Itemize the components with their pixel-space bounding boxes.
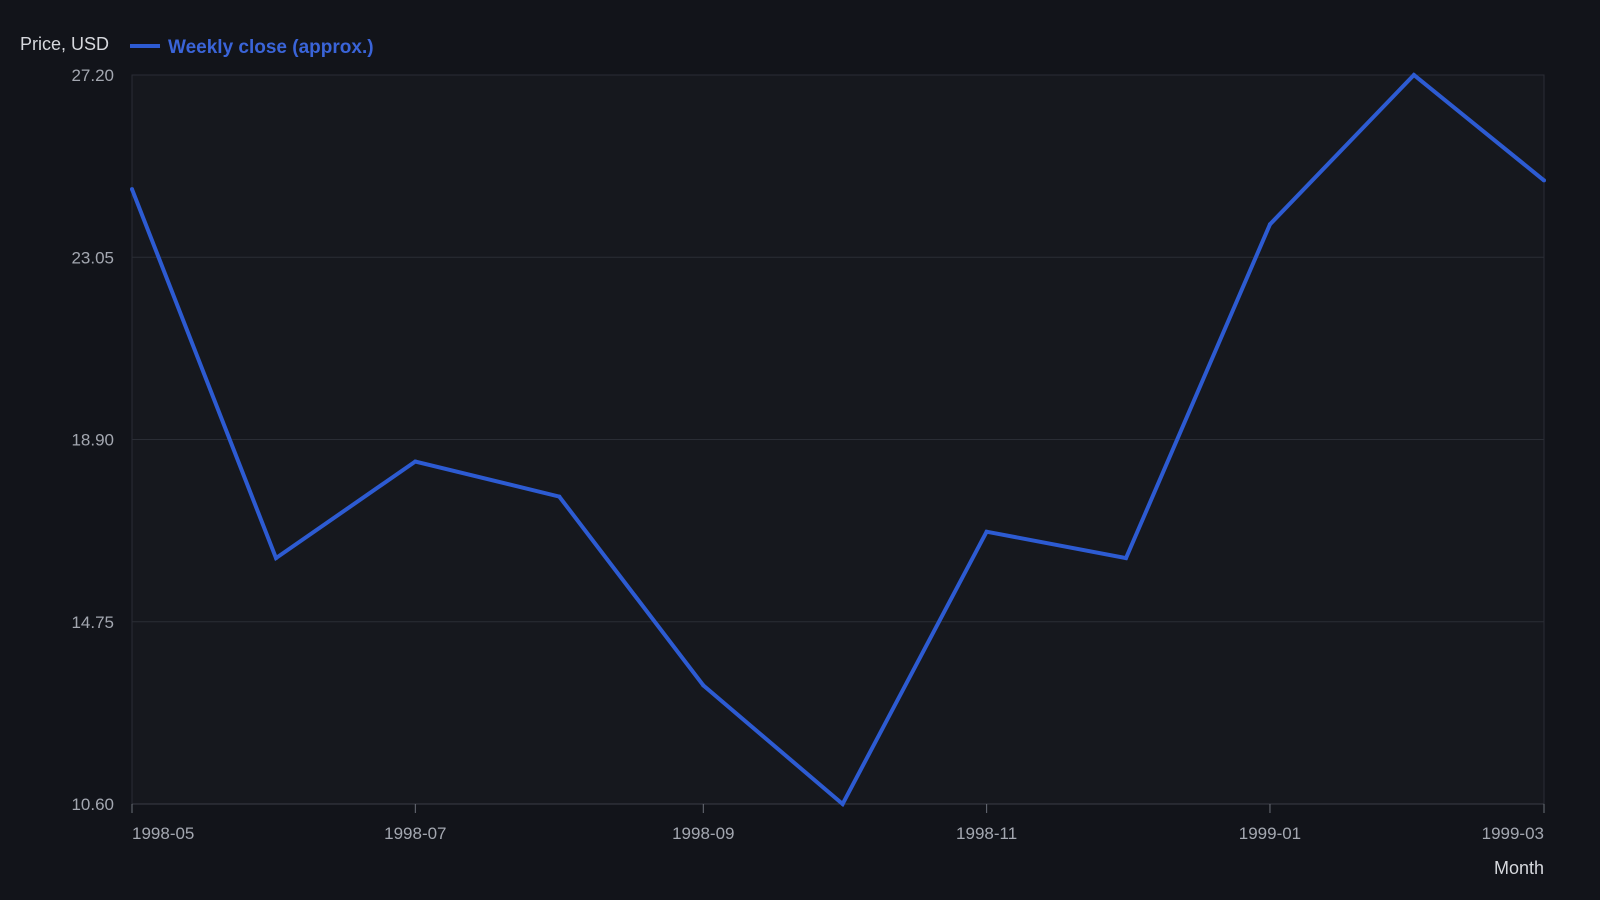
- y-axis-title: Price, USD: [20, 34, 109, 54]
- x-axis-title: Month: [1494, 858, 1544, 878]
- gridlines: [132, 256, 1544, 623]
- x-tick-label: 1999-03: [1482, 824, 1544, 843]
- data-point: [984, 529, 989, 534]
- x-tick-label: 1998-05: [132, 824, 194, 843]
- y-tick-label: 27.20: [71, 66, 114, 85]
- y-tick-label: 14.75: [71, 613, 114, 632]
- data-point: [701, 683, 706, 688]
- data-point: [1267, 222, 1272, 227]
- y-axis: 10.60 14.75 18.90 23.05 27.20: [71, 66, 114, 814]
- data-point: [1123, 556, 1128, 561]
- legend: Weekly close (approx.): [130, 37, 374, 58]
- y-tick-label: 18.90: [71, 431, 114, 450]
- data-point: [840, 802, 845, 806]
- data-point: [413, 459, 418, 464]
- legend-label-weekly-close: Weekly close (approx.): [168, 37, 374, 58]
- data-point: [1542, 178, 1546, 183]
- x-axis: 1998-05 1998-07 1998-09 1998-11 1999-01 1999-…: [131, 804, 1545, 843]
- series-layer: [130, 72, 1546, 808]
- y-tick-label: 10.60: [71, 795, 114, 814]
- data-point: [273, 556, 278, 561]
- x-tick-label: 1998-11: [956, 824, 1017, 843]
- x-tick-label: 1998-09: [672, 824, 734, 843]
- x-tick-label: 1998-07: [384, 824, 446, 843]
- data-point: [557, 494, 562, 499]
- y-tick-label: 23.05: [71, 248, 114, 267]
- x-tick-label: 1999-01: [1239, 824, 1301, 843]
- data-point: [1411, 73, 1416, 77]
- data-point: [130, 187, 134, 192]
